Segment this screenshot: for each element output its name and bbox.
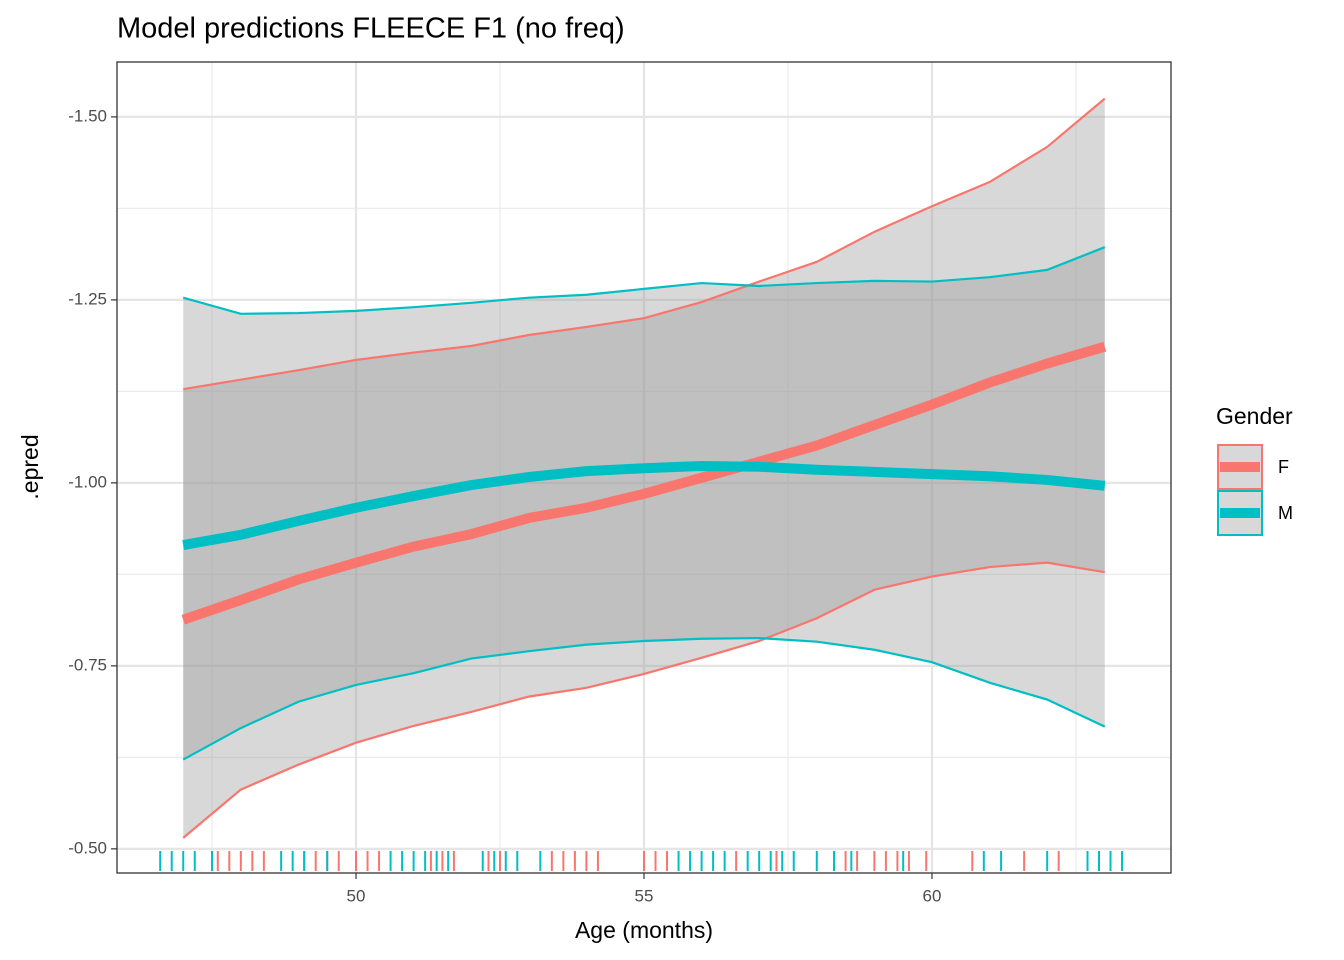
legend-label: M bbox=[1278, 503, 1293, 523]
y-axis-title: .epred bbox=[17, 434, 43, 499]
interval-line bbox=[182, 246, 1106, 315]
y-tick-label: -0.50 bbox=[68, 838, 107, 857]
legend-label: F bbox=[1278, 457, 1289, 477]
x-axis-title: Age (months) bbox=[575, 917, 713, 943]
y-tick-label: -1.25 bbox=[68, 289, 107, 308]
legend-title: Gender bbox=[1216, 403, 1293, 429]
x-tick-label: 55 bbox=[635, 886, 654, 905]
mean-line bbox=[182, 461, 1106, 551]
interval-line bbox=[183, 97, 1106, 391]
chart-title: Model predictions FLEECE F1 (no freq) bbox=[117, 13, 625, 45]
y-tick-label: -1.00 bbox=[68, 472, 107, 491]
panel-border bbox=[116, 61, 1172, 874]
y-tick-label: -1.50 bbox=[68, 106, 107, 125]
interval-line bbox=[182, 636, 1106, 761]
x-tick-label: 50 bbox=[347, 886, 366, 905]
interval-line bbox=[182, 561, 1105, 839]
x-tick-label: 60 bbox=[923, 886, 942, 905]
mean-line bbox=[181, 341, 1107, 625]
y-tick-label: -0.75 bbox=[68, 655, 107, 674]
ribbon bbox=[183, 247, 1105, 760]
